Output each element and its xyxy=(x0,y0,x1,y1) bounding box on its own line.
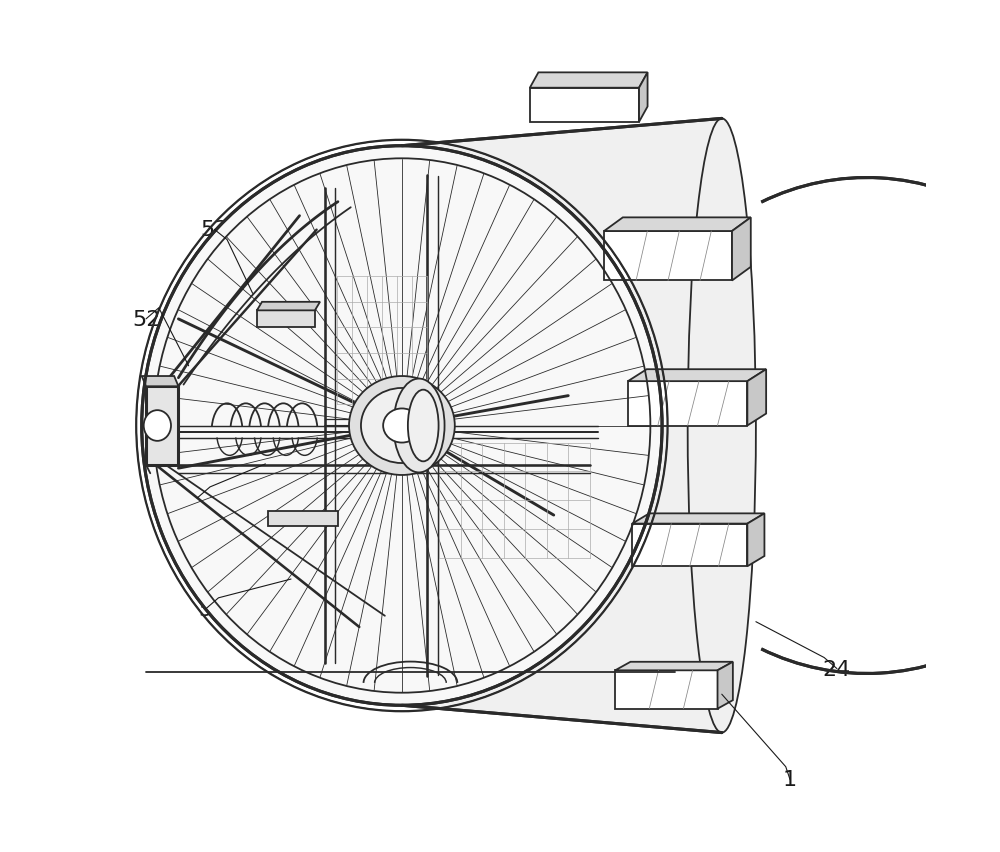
Polygon shape xyxy=(257,311,315,328)
Ellipse shape xyxy=(349,377,455,475)
Text: 24: 24 xyxy=(823,659,851,679)
Polygon shape xyxy=(530,73,648,89)
Polygon shape xyxy=(257,302,320,311)
Ellipse shape xyxy=(144,411,171,441)
Polygon shape xyxy=(268,511,338,527)
Ellipse shape xyxy=(688,119,756,733)
Ellipse shape xyxy=(142,147,662,705)
Polygon shape xyxy=(604,218,751,232)
Ellipse shape xyxy=(393,379,445,473)
Polygon shape xyxy=(718,662,733,709)
Text: 52: 52 xyxy=(132,309,160,330)
Polygon shape xyxy=(747,370,766,426)
Polygon shape xyxy=(732,218,751,281)
Polygon shape xyxy=(628,370,766,382)
Polygon shape xyxy=(402,119,722,733)
Polygon shape xyxy=(615,671,718,709)
Ellipse shape xyxy=(361,389,443,463)
Polygon shape xyxy=(632,514,764,524)
Polygon shape xyxy=(628,382,747,426)
Text: 1: 1 xyxy=(783,769,797,790)
Polygon shape xyxy=(632,524,747,567)
Polygon shape xyxy=(530,89,639,123)
Polygon shape xyxy=(639,73,648,123)
Text: 53: 53 xyxy=(200,220,228,240)
Polygon shape xyxy=(615,662,733,671)
Polygon shape xyxy=(142,377,178,387)
Ellipse shape xyxy=(383,409,421,443)
Ellipse shape xyxy=(380,406,407,454)
Polygon shape xyxy=(747,514,764,567)
Polygon shape xyxy=(146,387,178,465)
Ellipse shape xyxy=(408,390,439,462)
Text: 51: 51 xyxy=(183,488,211,509)
Text: 5: 5 xyxy=(199,599,213,619)
Polygon shape xyxy=(604,232,732,281)
